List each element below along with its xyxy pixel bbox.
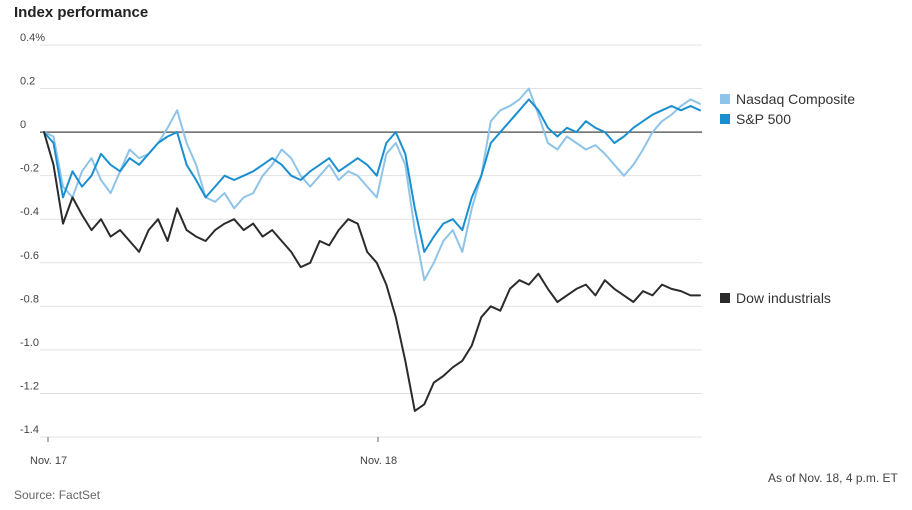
x-tick-label: Nov. 17: [30, 455, 67, 467]
legend[interactable]: Nasdaq Composite S&P 500 Dow industrials: [720, 91, 855, 306]
series-layer: [43, 87, 701, 412]
y-tick-label: -1.0: [20, 337, 39, 349]
y-tick-label: -0.6: [20, 250, 39, 262]
as-of-note: As of Nov. 18, 4 p.m. ET: [768, 471, 898, 485]
legend-label: Nasdaq Composite: [736, 91, 855, 107]
series-line-dow-industrials: [43, 131, 701, 412]
legend-swatch: [720, 114, 730, 124]
legend-swatch: [720, 293, 730, 303]
series-line-s-p-500: [43, 98, 701, 253]
y-tick-label: -0.8: [20, 293, 39, 305]
legend-swatch: [720, 94, 730, 104]
legend-label: S&P 500: [736, 111, 791, 127]
axis-layer: 0.4% 0.2 0 -0.2 -0.4 -0.6 -0.8 -1.0 -1.2 -1.4 Nov.…: [20, 32, 397, 467]
y-tick-label: -0.4: [20, 206, 39, 218]
grid-layer: [40, 44, 702, 438]
series-line-nasdaq-composite: [43, 87, 701, 282]
x-tick-label: Nov. 18: [360, 455, 397, 467]
y-tick-label: -0.2: [20, 163, 39, 175]
y-tick-label: 0: [20, 119, 26, 131]
source-note: Source: FactSet: [14, 488, 101, 502]
y-tick-label: -1.4: [20, 424, 39, 436]
y-tick-label: 0.4%: [20, 32, 45, 44]
y-tick-label: 0.2: [20, 76, 35, 88]
y-tick-label: -1.2: [20, 380, 39, 392]
legend-label: Dow industrials: [736, 290, 831, 306]
chart-title: Index performance: [14, 4, 149, 21]
